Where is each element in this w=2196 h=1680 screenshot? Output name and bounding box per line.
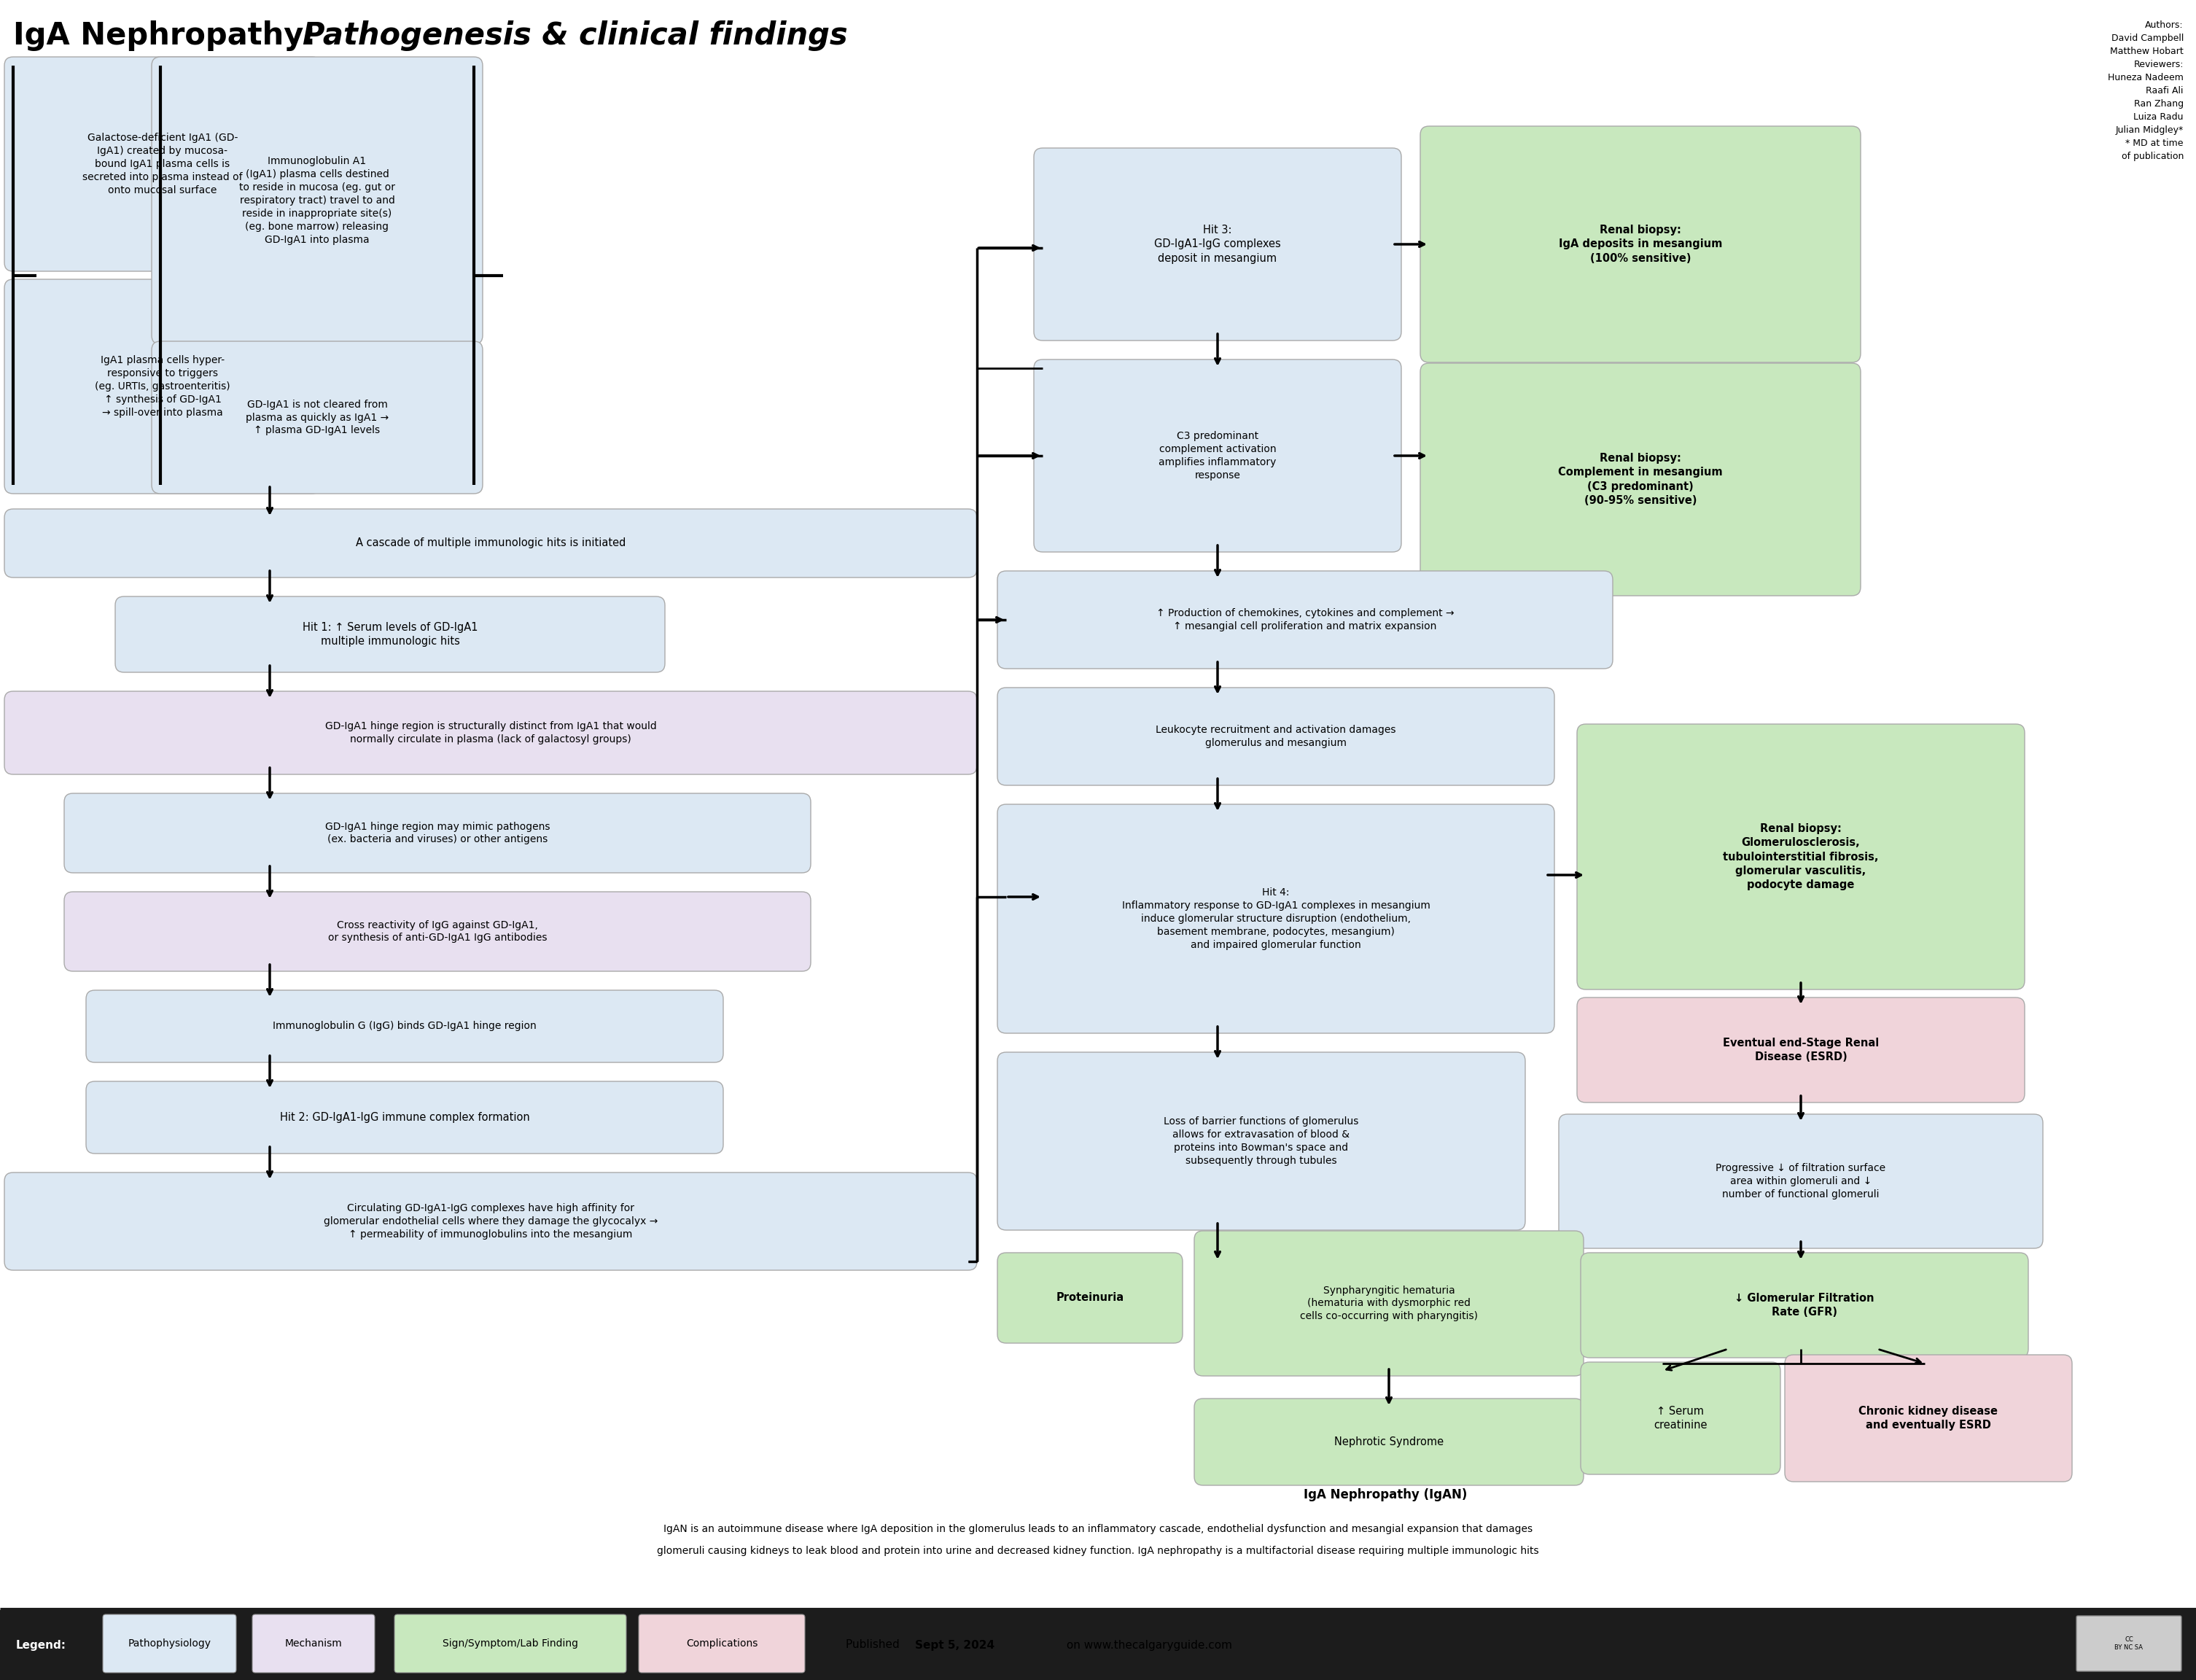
Text: Galactose-deficient IgA1 (GD-
IgA1) created by mucosa-
bound IgA1 plasma cells i: Galactose-deficient IgA1 (GD- IgA1) crea… <box>83 133 242 195</box>
Text: ↑ Production of chemokines, cytokines and complement →
↑ mesangial cell prolifer: ↑ Production of chemokines, cytokines an… <box>1155 608 1454 632</box>
FancyBboxPatch shape <box>997 1052 1526 1230</box>
Text: Immunoglobulin G (IgG) binds GD-IgA1 hinge region: Immunoglobulin G (IgG) binds GD-IgA1 hin… <box>272 1021 536 1032</box>
Text: Sept 5, 2024: Sept 5, 2024 <box>916 1640 995 1650</box>
FancyBboxPatch shape <box>152 341 483 494</box>
Text: Mechanism: Mechanism <box>285 1638 343 1648</box>
Text: Leukocyte recruitment and activation damages
glomerulus and mesangium: Leukocyte recruitment and activation dam… <box>1155 724 1397 748</box>
FancyBboxPatch shape <box>997 805 1555 1033</box>
Text: Renal biopsy:
Complement in mesangium
(C3 predominant)
(90-95% sensitive): Renal biopsy: Complement in mesangium (C… <box>1559 454 1722 506</box>
FancyBboxPatch shape <box>1581 1253 2029 1357</box>
Text: ↑ Serum
creatinine: ↑ Serum creatinine <box>1654 1406 1706 1431</box>
FancyBboxPatch shape <box>253 1614 376 1673</box>
FancyBboxPatch shape <box>1195 1231 1583 1376</box>
FancyBboxPatch shape <box>64 793 810 874</box>
Text: Synpharyngitic hematuria
(hematuria with dysmorphic red
cells co-occurring with : Synpharyngitic hematuria (hematuria with… <box>1300 1285 1478 1322</box>
FancyBboxPatch shape <box>86 990 722 1062</box>
Text: GD-IgA1 hinge region is structurally distinct from IgA1 that would
normally circ: GD-IgA1 hinge region is structurally dis… <box>325 721 657 744</box>
Text: ↓ Glomerular Filtration
Rate (GFR): ↓ Glomerular Filtration Rate (GFR) <box>1735 1292 1875 1317</box>
Text: Cross reactivity of IgG against GD-IgA1,
or synthesis of anti-GD-IgA1 IgG antibo: Cross reactivity of IgG against GD-IgA1,… <box>327 921 547 942</box>
FancyBboxPatch shape <box>0 1609 2196 1680</box>
Text: Renal biopsy:
Glomerulosclerosis,
tubulointerstitial fibrosis,
glomerular vascul: Renal biopsy: Glomerulosclerosis, tubulo… <box>1724 823 1878 890</box>
FancyBboxPatch shape <box>997 571 1612 669</box>
FancyBboxPatch shape <box>1577 724 2025 990</box>
Text: IgA Nephropathy:: IgA Nephropathy: <box>13 20 327 50</box>
FancyBboxPatch shape <box>114 596 665 672</box>
Text: Chronic kidney disease
and eventually ESRD: Chronic kidney disease and eventually ES… <box>1858 1406 1998 1431</box>
FancyBboxPatch shape <box>4 509 977 578</box>
Text: Hit 4:
Inflammatory response to GD-IgA1 complexes in mesangium
induce glomerular: Hit 4: Inflammatory response to GD-IgA1 … <box>1122 887 1430 949</box>
FancyBboxPatch shape <box>1034 360 1401 553</box>
Text: Hit 1: ↑ Serum levels of GD-IgA1
multiple immunologic hits: Hit 1: ↑ Serum levels of GD-IgA1 multipl… <box>303 622 479 647</box>
Text: Sign/Symptom/Lab Finding: Sign/Symptom/Lab Finding <box>444 1638 578 1648</box>
FancyBboxPatch shape <box>1421 363 1860 596</box>
FancyBboxPatch shape <box>1581 1362 1781 1475</box>
Text: Circulating GD-IgA1-IgG complexes have high affinity for
glomerular endothelial : Circulating GD-IgA1-IgG complexes have h… <box>323 1203 659 1240</box>
Text: C3 predominant
complement activation
amplifies inflammatory
response: C3 predominant complement activation amp… <box>1159 432 1276 480</box>
FancyBboxPatch shape <box>4 279 321 494</box>
Text: IgA Nephropathy (IgAN): IgA Nephropathy (IgAN) <box>1304 1488 1467 1502</box>
Text: CC
BY NC SA: CC BY NC SA <box>2115 1636 2143 1651</box>
Text: A cascade of multiple immunologic hits is initiated: A cascade of multiple immunologic hits i… <box>356 538 626 549</box>
FancyBboxPatch shape <box>1785 1354 2073 1482</box>
FancyBboxPatch shape <box>4 690 977 774</box>
Text: Hit 3:
GD-IgA1-IgG complexes
deposit in mesangium: Hit 3: GD-IgA1-IgG complexes deposit in … <box>1155 225 1280 264</box>
FancyBboxPatch shape <box>4 57 321 270</box>
Text: Proteinuria: Proteinuria <box>1056 1292 1124 1304</box>
Text: Pathophysiology: Pathophysiology <box>127 1638 211 1648</box>
FancyBboxPatch shape <box>395 1614 626 1673</box>
Text: Hit 2: GD-IgA1-IgG immune complex formation: Hit 2: GD-IgA1-IgG immune complex format… <box>279 1112 529 1122</box>
Text: Pathogenesis & clinical findings: Pathogenesis & clinical findings <box>303 20 848 50</box>
Text: Legend:: Legend: <box>15 1640 66 1650</box>
Text: IgA1 plasma cells hyper-
responsive to triggers
(eg. URTIs, gastroenteritis)
↑ s: IgA1 plasma cells hyper- responsive to t… <box>94 356 231 418</box>
Text: IgAN is an autoimmune disease where IgA deposition in the glomerulus leads to an: IgAN is an autoimmune disease where IgA … <box>663 1524 1533 1534</box>
Text: Eventual end-Stage Renal
Disease (ESRD): Eventual end-Stage Renal Disease (ESRD) <box>1722 1038 1880 1062</box>
Text: on www.thecalgaryguide.com: on www.thecalgaryguide.com <box>1063 1640 1232 1650</box>
FancyBboxPatch shape <box>1577 998 2025 1102</box>
Text: Loss of barrier functions of glomerulus
allows for extravasation of blood &
prot: Loss of barrier functions of glomerulus … <box>1164 1117 1359 1166</box>
FancyBboxPatch shape <box>1034 148 1401 341</box>
Text: GD-IgA1 hinge region may mimic pathogens
(ex. bacteria and viruses) or other ant: GD-IgA1 hinge region may mimic pathogens… <box>325 822 549 845</box>
Text: Renal biopsy:
IgA deposits in mesangium
(100% sensitive): Renal biopsy: IgA deposits in mesangium … <box>1559 225 1722 264</box>
FancyBboxPatch shape <box>86 1082 722 1154</box>
Text: glomeruli causing kidneys to leak blood and protein into urine and decreased kid: glomeruli causing kidneys to leak blood … <box>657 1546 1539 1556</box>
FancyBboxPatch shape <box>997 687 1555 785</box>
FancyBboxPatch shape <box>152 57 483 344</box>
FancyBboxPatch shape <box>1421 126 1860 363</box>
Text: Published: Published <box>845 1640 903 1650</box>
FancyBboxPatch shape <box>1195 1398 1583 1485</box>
Text: Nephrotic Syndrome: Nephrotic Syndrome <box>1335 1436 1443 1448</box>
FancyBboxPatch shape <box>64 892 810 971</box>
FancyBboxPatch shape <box>1559 1114 2042 1248</box>
FancyBboxPatch shape <box>2077 1616 2181 1672</box>
FancyBboxPatch shape <box>997 1253 1184 1342</box>
FancyBboxPatch shape <box>639 1614 806 1673</box>
Text: Complications: Complications <box>685 1638 758 1648</box>
FancyBboxPatch shape <box>4 1173 977 1270</box>
FancyBboxPatch shape <box>103 1614 237 1673</box>
Text: Authors:
David Campbell
Matthew Hobart
Reviewers:
Huneza Nadeem
Raafi Ali
Ran Zh: Authors: David Campbell Matthew Hobart R… <box>2108 20 2183 161</box>
Text: Immunoglobulin A1
(IgA1) plasma cells destined
to reside in mucosa (eg. gut or
r: Immunoglobulin A1 (IgA1) plasma cells de… <box>239 156 395 245</box>
Text: Progressive ↓ of filtration surface
area within glomeruli and ↓
number of functi: Progressive ↓ of filtration surface area… <box>1715 1163 1886 1200</box>
Text: GD-IgA1 is not cleared from
plasma as quickly as IgA1 →
↑ plasma GD-IgA1 levels: GD-IgA1 is not cleared from plasma as qu… <box>246 400 389 435</box>
